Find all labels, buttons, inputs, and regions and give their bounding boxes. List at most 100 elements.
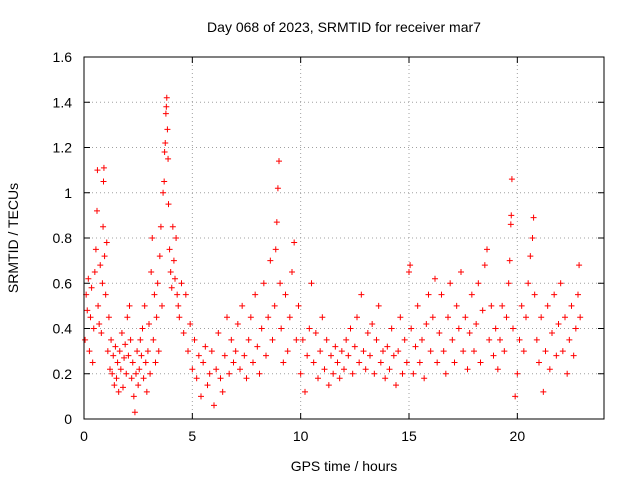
data-point — [144, 348, 151, 355]
data-point — [129, 359, 136, 366]
data-point — [130, 393, 137, 400]
data-point — [549, 330, 555, 337]
y-tick-label: 0 — [64, 411, 72, 427]
data-point — [575, 291, 581, 298]
data-point — [104, 348, 111, 355]
data-point — [373, 336, 380, 343]
data-point — [530, 214, 537, 221]
data-point — [113, 375, 120, 382]
data-point — [308, 280, 315, 287]
data-point — [123, 370, 130, 377]
data-point — [107, 366, 113, 373]
data-point — [518, 302, 525, 309]
data-point — [577, 314, 584, 321]
y-tick-label: 1.6 — [53, 49, 73, 65]
data-point — [282, 291, 289, 298]
data-point — [516, 336, 523, 343]
data-point — [345, 352, 352, 359]
data-point — [140, 375, 147, 382]
data-point — [211, 402, 217, 409]
data-point — [284, 348, 291, 355]
data-point — [152, 359, 159, 366]
data-point — [529, 235, 536, 241]
data-point — [490, 352, 497, 359]
data-point — [101, 253, 108, 260]
y-tick-label: 1.4 — [53, 94, 73, 110]
data-point — [358, 291, 365, 298]
data-point — [141, 302, 148, 309]
data-point — [447, 280, 454, 287]
data-point — [103, 239, 110, 246]
data-point — [291, 239, 298, 246]
data-point — [215, 330, 222, 337]
data-point — [390, 352, 397, 359]
data-point — [546, 366, 553, 373]
y-axis-label: SRMTID / TECUs — [5, 183, 21, 293]
data-point — [486, 336, 493, 343]
data-point — [108, 336, 115, 343]
data-point — [481, 262, 488, 269]
data-point — [243, 375, 250, 382]
data-point — [273, 219, 280, 226]
data-point — [170, 257, 177, 264]
data-point — [572, 325, 579, 332]
data-point — [263, 352, 269, 359]
data-point — [267, 257, 274, 264]
data-point — [175, 302, 182, 309]
data-point — [162, 139, 169, 146]
data-point — [319, 314, 326, 321]
data-point — [507, 221, 514, 228]
data-point — [155, 348, 162, 355]
chart-title: Day 068 of 2023, SRMTID for receiver mar… — [207, 19, 481, 35]
data-point — [114, 359, 121, 366]
data-point — [131, 409, 138, 416]
data-point — [542, 348, 549, 355]
data-point — [557, 280, 564, 287]
x-tick-label: 15 — [401, 428, 417, 444]
data-point — [149, 235, 156, 241]
data-point — [260, 280, 267, 287]
data-point — [533, 336, 540, 343]
data-point — [116, 348, 123, 355]
data-point — [425, 291, 432, 298]
data-point — [165, 201, 172, 208]
data-point — [200, 359, 207, 366]
data-point — [388, 325, 395, 332]
data-point — [479, 307, 486, 314]
data-point — [343, 336, 350, 343]
data-point — [167, 268, 174, 275]
data-point — [559, 348, 566, 355]
data-point — [412, 343, 419, 350]
data-point — [162, 110, 169, 117]
data-point — [295, 302, 302, 309]
data-point — [386, 366, 393, 373]
data-point — [460, 348, 467, 355]
data-point — [427, 348, 434, 355]
data-point — [497, 336, 503, 343]
data-point — [115, 388, 122, 395]
data-point — [173, 235, 180, 241]
data-point — [117, 366, 124, 373]
data-point — [436, 330, 443, 337]
data-point — [94, 167, 101, 174]
data-point — [232, 348, 239, 355]
data-point — [217, 375, 224, 382]
data-point — [198, 393, 204, 400]
data-point — [527, 253, 534, 260]
data-point — [525, 280, 532, 287]
data-point — [304, 352, 311, 359]
data-point — [520, 348, 527, 355]
data-point — [544, 302, 551, 309]
data-point — [153, 314, 160, 321]
y-tick-label: 1 — [64, 185, 72, 201]
data-point — [312, 330, 319, 337]
data-point — [100, 223, 107, 230]
data-point — [464, 366, 471, 373]
data-point — [341, 366, 347, 373]
data-point — [84, 307, 91, 314]
data-point — [226, 370, 233, 377]
data-point — [503, 314, 510, 321]
data-point — [182, 291, 189, 298]
data-point — [176, 314, 183, 321]
